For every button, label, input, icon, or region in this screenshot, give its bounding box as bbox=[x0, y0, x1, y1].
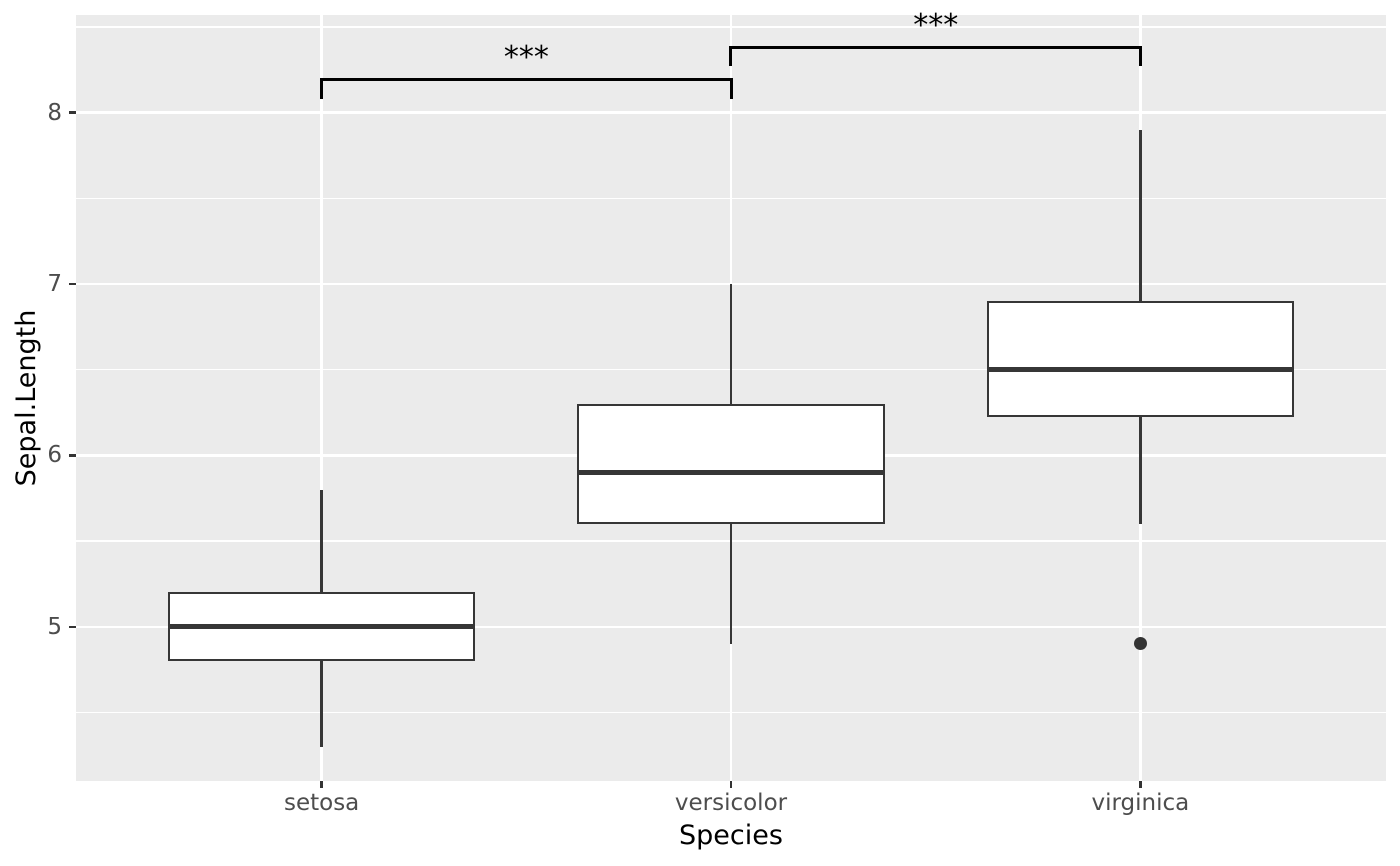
whisker-upper-setosa bbox=[320, 489, 324, 593]
significance-bracket-1 bbox=[319, 78, 733, 99]
significance-bracket-2 bbox=[729, 45, 1143, 67]
whisker-lower-setosa bbox=[320, 661, 324, 747]
outlier-point-virginica bbox=[1133, 637, 1147, 651]
x-tick-mark bbox=[729, 781, 733, 788]
median-virginica bbox=[986, 367, 1294, 373]
gridline-major-x-setosa bbox=[320, 15, 323, 781]
x-tick-mark bbox=[320, 781, 323, 788]
whisker-upper-virginica bbox=[1138, 129, 1142, 302]
median-versicolor bbox=[577, 469, 885, 476]
x-tick-label-versicolor: versicolor bbox=[674, 790, 788, 816]
x-tick-mark bbox=[1139, 781, 1142, 788]
whisker-lower-virginica bbox=[1138, 416, 1142, 524]
box-virginica bbox=[986, 301, 1294, 417]
whisker-upper-versicolor bbox=[729, 284, 733, 404]
x-tick-label-virginica: virginica bbox=[1091, 790, 1190, 816]
significance-label-2: *** bbox=[913, 7, 959, 43]
significance-label-1: *** bbox=[503, 40, 549, 76]
y-tick-mark bbox=[69, 454, 76, 457]
y-tick-label: 7 bbox=[47, 271, 62, 298]
x-axis-title: Species bbox=[679, 820, 783, 851]
whisker-lower-versicolor bbox=[729, 523, 733, 644]
x-tick-label-setosa: setosa bbox=[283, 790, 360, 816]
y-tick-label: 5 bbox=[47, 613, 62, 640]
box-versicolor bbox=[577, 403, 885, 524]
y-tick-mark bbox=[69, 625, 76, 629]
y-axis-title: Sepal.Length bbox=[11, 309, 42, 487]
y-tick-label: 6 bbox=[47, 442, 62, 469]
y-tick-label: 8 bbox=[47, 99, 62, 126]
median-setosa bbox=[168, 624, 476, 630]
y-tick-mark bbox=[69, 282, 76, 286]
y-tick-mark bbox=[69, 111, 76, 114]
